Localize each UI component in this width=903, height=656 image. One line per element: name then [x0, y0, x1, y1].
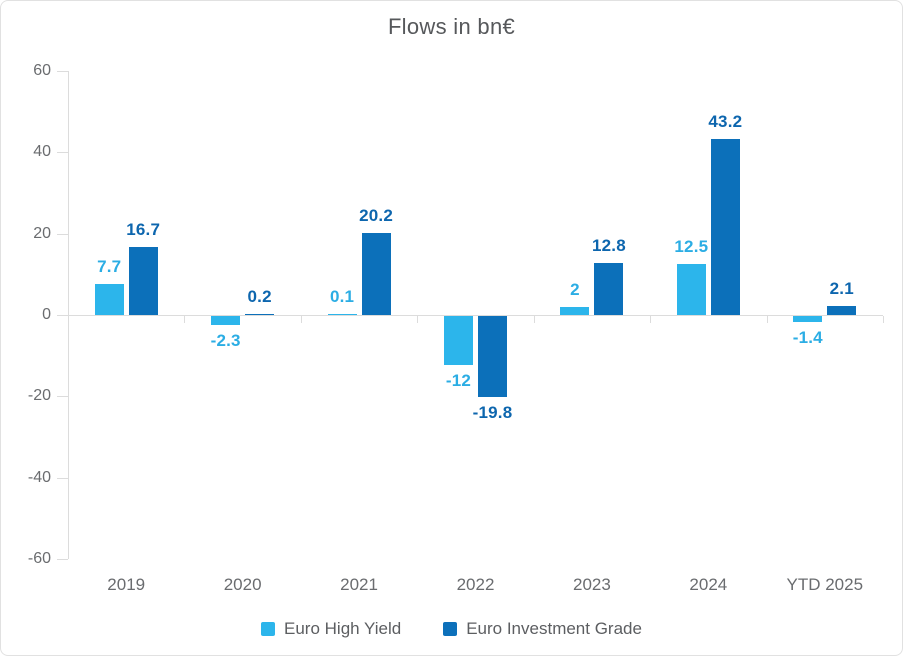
- x-axis-label: YTD 2025: [786, 575, 864, 594]
- y-axis-tick: [57, 233, 68, 235]
- legend-item-euro-investment-grade: Euro Investment Grade: [443, 619, 642, 639]
- y-axis-label: -60: [27, 550, 51, 567]
- y-axis-label: -40: [27, 468, 51, 486]
- x-axis-label: 2019: [107, 575, 146, 594]
- chart-legend: Euro High Yield Euro Investment Grade: [1, 613, 902, 645]
- bar-euro-high-yield-2024: [676, 264, 706, 315]
- y-axis-tick: [57, 152, 68, 154]
- y-axis-label: 20: [33, 224, 51, 242]
- category-tick: [533, 316, 535, 323]
- category-tick: [184, 316, 186, 323]
- legend-label: Euro High Yield: [284, 619, 402, 638]
- legend-swatch-icon: [261, 622, 276, 636]
- x-axis-label: 2020: [223, 575, 262, 594]
- category-tick: [417, 316, 419, 323]
- y-axis-tick: [57, 315, 68, 316]
- bar-euro-high-yield-2023: [560, 306, 590, 315]
- value-label-euro-high-yield-2022: -12: [445, 370, 472, 390]
- value-label-euro-investment-grade-2024: 43.2: [708, 112, 743, 132]
- value-label-euro-high-yield-ytd-2025: -1.4: [792, 327, 823, 347]
- y-axis-label: 0: [42, 306, 51, 323]
- value-label-euro-investment-grade-ytd-2025: 2.1: [829, 279, 854, 299]
- value-label-euro-investment-grade-2023: 12.8: [591, 235, 626, 255]
- bar-euro-high-yield-2020: [211, 316, 241, 326]
- bar-euro-investment-grade-2023: [594, 262, 624, 315]
- value-label-euro-high-yield-2021: 0.1: [329, 287, 355, 306]
- value-label-euro-high-yield-2020: -2.3: [210, 331, 241, 351]
- value-label-euro-high-yield-2019: 7.7: [97, 256, 122, 276]
- bar-euro-investment-grade-2019: [128, 247, 158, 315]
- x-axis-label: 2024: [689, 575, 728, 594]
- bar-euro-investment-grade-2020: [245, 314, 275, 315]
- value-label-euro-high-yield-2023: 2: [570, 279, 580, 299]
- legend-label: Euro Investment Grade: [466, 619, 642, 638]
- legend-item-euro-high-yield: Euro High Yield: [261, 619, 401, 639]
- bar-euro-investment-grade-2022: [478, 316, 507, 397]
- value-label-euro-investment-grade-2020: 0.2: [247, 287, 272, 306]
- y-axis-label: 60: [33, 62, 51, 79]
- category-tick: [883, 316, 884, 323]
- legend-swatch-icon: [443, 622, 458, 636]
- x-axis-label: 2022: [456, 575, 495, 594]
- y-axis-tick: [57, 559, 68, 560]
- chart-title: Flows in bn€: [387, 14, 516, 39]
- zero-baseline: [68, 315, 883, 316]
- bar-euro-investment-grade-2021: [361, 232, 391, 315]
- value-label-euro-investment-grade-2022: -19.8: [472, 402, 513, 422]
- y-axis-tick: [57, 477, 68, 479]
- bar-euro-high-yield-2021: [327, 314, 357, 315]
- x-axis-label: 2021: [340, 575, 378, 594]
- category-tick: [766, 316, 768, 323]
- y-axis-label: 40: [33, 143, 51, 161]
- bar-euro-high-yield-ytd-2025: [793, 316, 823, 322]
- bar-euro-high-yield-2019: [94, 283, 124, 315]
- value-label-euro-high-yield-2024: 12.5: [674, 237, 709, 257]
- category-tick: [650, 316, 652, 323]
- value-label-euro-investment-grade-2021: 20.2: [359, 205, 393, 225]
- bar-euro-high-yield-2022: [444, 316, 473, 365]
- bar-euro-investment-grade-2024: [710, 139, 740, 315]
- category-tick: [68, 316, 69, 323]
- category-tick: [300, 316, 302, 323]
- x-axis-label: 2023: [573, 575, 611, 594]
- y-axis-tick: [57, 71, 68, 72]
- y-axis-tick: [57, 396, 68, 398]
- value-label-euro-investment-grade-2019: 16.7: [126, 220, 161, 240]
- bar-euro-investment-grade-ytd-2025: [827, 306, 857, 315]
- y-axis-label: -20: [27, 387, 51, 405]
